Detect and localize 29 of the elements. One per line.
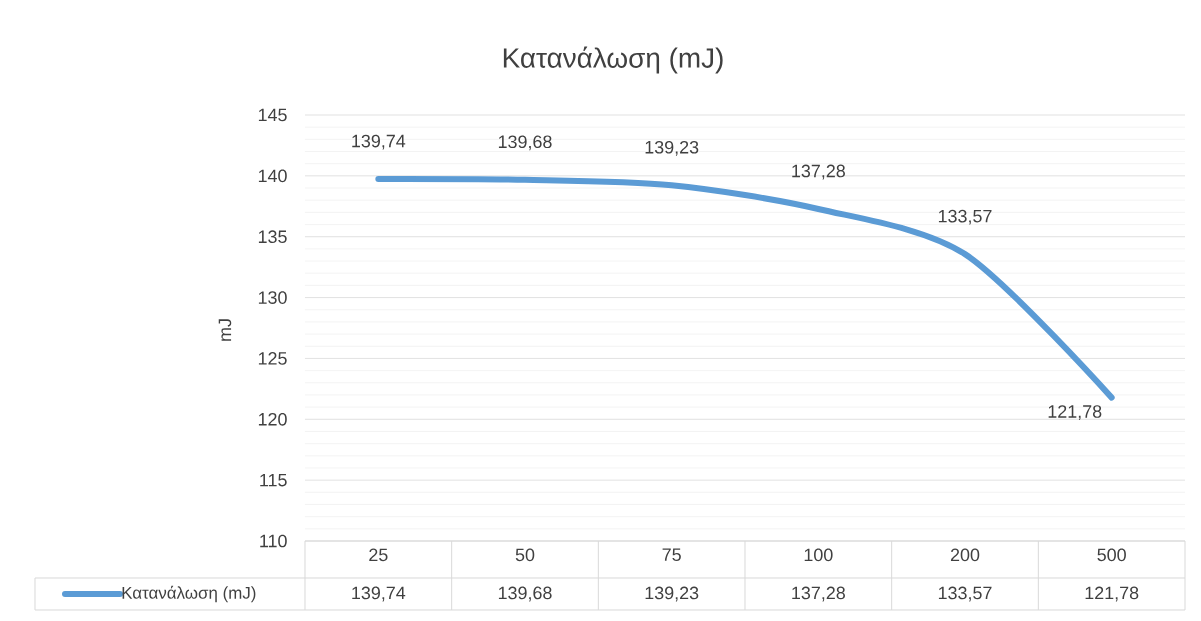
data-label: 139,68 — [498, 586, 552, 602]
x-tick-label: 25 — [369, 548, 388, 562]
y-tick-label: 110 — [260, 534, 287, 548]
text: 139,74 — [352, 134, 406, 150]
y-axis-title: mJ — [218, 319, 232, 341]
data-label: 121,78 — [1085, 586, 1139, 602]
x-tick-label: 500 — [1097, 548, 1126, 562]
data-label: 139,23 — [645, 586, 699, 602]
y-tick-label: 145 — [258, 108, 287, 122]
text: 139,68 — [498, 135, 552, 151]
text: 133,57 — [938, 209, 992, 225]
text: 121,78 — [1048, 405, 1102, 420]
text: 137,28 — [792, 164, 845, 180]
data-label: 139,74 — [352, 586, 406, 602]
x-tick-label: 75 — [662, 548, 681, 562]
text: 139,23 — [645, 140, 699, 156]
y-tick-label: 125 — [258, 352, 287, 365]
legend-label: Κατανάλωση (mJ) — [122, 585, 256, 603]
y-tick-label: 135 — [258, 230, 287, 244]
x-tick-label: 200 — [950, 548, 980, 562]
y-tick-label: 120 — [258, 412, 287, 426]
y-tick-label: 130 — [258, 291, 287, 304]
chart-title: Κατανάλωση (mJ) — [503, 46, 723, 74]
x-tick-label: 100 — [804, 548, 833, 562]
data-label: 133,57 — [938, 586, 992, 602]
y-tick-label: 140 — [258, 169, 287, 183]
y-tick-label: 115 — [260, 473, 287, 487]
data-label: 137,28 — [792, 586, 845, 602]
x-tick-label: 50 — [515, 548, 535, 562]
